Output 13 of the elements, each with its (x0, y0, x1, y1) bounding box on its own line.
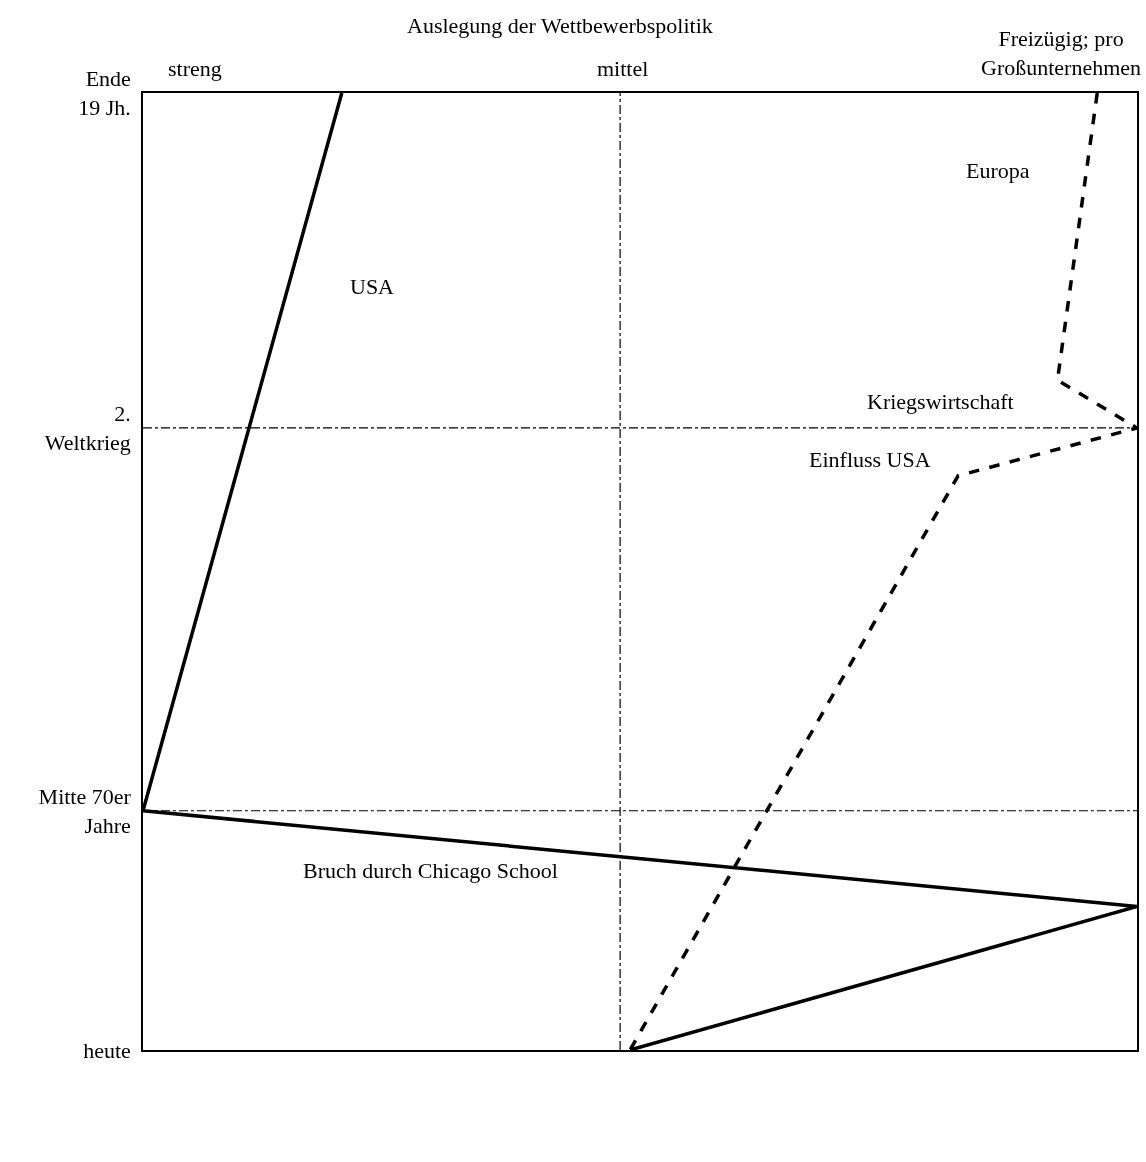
text: streng (168, 56, 222, 81)
text: Freizügig; pro Großunternehmen (981, 26, 1142, 80)
y-tick-label: Mitte 70er Jahre (38, 784, 132, 838)
y-tick-label: Ende 19 Jh. (78, 66, 131, 120)
y-tick-label: heute (83, 1037, 131, 1063)
text: Europa (966, 158, 1030, 183)
annotation: Einfluss USA (809, 447, 931, 472)
annotation: Bruch durch Chicago School (303, 858, 558, 883)
y-tick-label: 2. Weltkrieg (44, 401, 131, 455)
x-axis-title: Auslegung der Wettbewerbspolitik (407, 13, 713, 38)
text: USA (350, 274, 395, 299)
text: mittel (597, 56, 649, 81)
annotation: Kriegswirtschaft (867, 389, 1014, 414)
